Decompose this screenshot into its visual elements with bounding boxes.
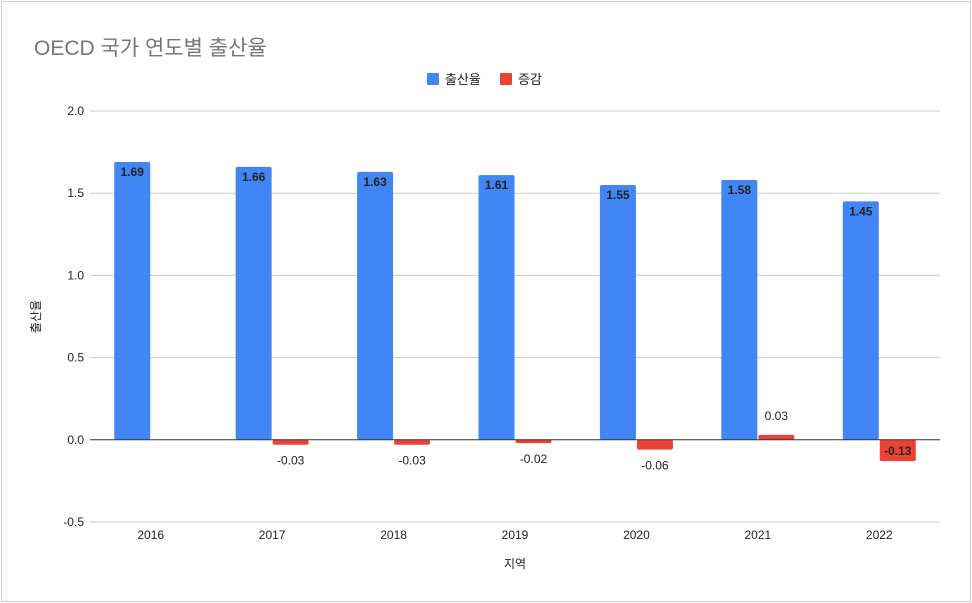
legend-swatch-birth-rate — [427, 73, 439, 85]
data-label-change: -0.06 — [641, 459, 669, 473]
y-tick-label: 2.0 — [67, 104, 84, 118]
bar-birth-rate — [842, 201, 879, 440]
data-label-change: 0.03 — [765, 409, 789, 423]
data-label-change: -0.13 — [884, 444, 912, 458]
y-tick-label: 0.5 — [67, 351, 84, 365]
bar-birth-rate — [478, 175, 515, 440]
x-tick-label: 2017 — [259, 528, 286, 542]
x-tick-label: 2022 — [866, 528, 893, 542]
bar-birth-rate — [357, 171, 394, 440]
data-label-change: -0.02 — [520, 452, 548, 466]
data-label-birth-rate: 1.66 — [242, 170, 266, 184]
y-tick-label: 0.0 — [67, 433, 84, 447]
legend-label-change: 증감 — [518, 72, 542, 87]
x-tick-label: 2020 — [623, 528, 650, 542]
data-label-change: -0.03 — [398, 454, 426, 468]
bar-birth-rate — [114, 161, 151, 440]
x-axis-title: 지역 — [504, 557, 526, 571]
x-tick-label: 2021 — [745, 528, 772, 542]
x-tick-label: 2019 — [502, 528, 529, 542]
y-tick-label: 1.0 — [67, 268, 84, 282]
data-label-birth-rate: 1.61 — [485, 178, 509, 192]
bar-birth-rate — [235, 166, 272, 440]
x-tick-label: 2018 — [380, 528, 407, 542]
data-label-birth-rate: 1.55 — [606, 188, 630, 202]
data-label-change: -0.03 — [277, 454, 305, 468]
legend-swatch-change — [500, 73, 512, 85]
bar-birth-rate — [599, 184, 636, 440]
bar-change — [515, 439, 552, 444]
bar-change — [636, 439, 673, 450]
y-tick-label: 1.5 — [67, 186, 84, 200]
data-label-birth-rate: 1.45 — [849, 204, 873, 218]
data-label-birth-rate: 1.69 — [121, 165, 145, 179]
y-axis-title: 출산율 — [29, 300, 43, 333]
data-label-birth-rate: 1.58 — [728, 183, 752, 197]
bar-change — [272, 439, 309, 445]
bar-change — [394, 439, 431, 445]
legend-label-birth-rate: 출산율 — [445, 72, 481, 87]
data-label-birth-rate: 1.63 — [363, 175, 387, 189]
bar-change — [758, 434, 795, 440]
y-tick-label: -0.5 — [63, 515, 84, 529]
chart-title: OECD 국가 연도별 출산율 — [34, 37, 267, 60]
bar-change — [879, 439, 916, 462]
x-tick-label: 2016 — [137, 528, 164, 542]
bar-birth-rate — [721, 180, 758, 440]
